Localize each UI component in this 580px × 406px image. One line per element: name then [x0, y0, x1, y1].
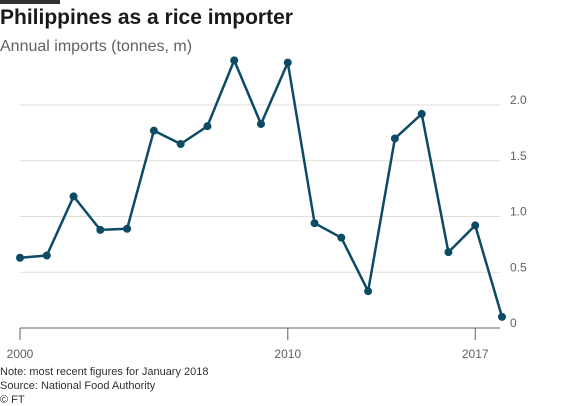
data-point: [123, 224, 132, 233]
y-tick-label: 2.0: [510, 93, 527, 107]
data-point: [337, 233, 346, 242]
data-point: [471, 221, 480, 230]
imports-line: [19, 59, 504, 318]
source: Source: National Food Authority: [0, 380, 156, 392]
data-point: [230, 56, 239, 65]
y-tick-label: 1.0: [510, 205, 527, 219]
y-tick-label: 1.5: [510, 149, 527, 163]
data-point: [364, 287, 373, 296]
data-point: [149, 126, 158, 135]
data-point: [310, 219, 319, 228]
data-point: [42, 251, 51, 260]
data-point: [16, 253, 24, 262]
y-tick-label: 0.5: [510, 260, 527, 274]
y-tick-label: 0: [510, 316, 517, 330]
data-point: [283, 58, 292, 67]
data-point: [257, 119, 265, 128]
data-point: [498, 312, 506, 321]
data-point: [444, 248, 453, 257]
gridlines: [20, 104, 500, 329]
data-point: [96, 225, 105, 234]
copyright: © FT: [0, 394, 25, 406]
data-points: [16, 56, 506, 321]
x-tick-label: 2010: [274, 347, 301, 361]
x-axis: 2000 2010 2017: [7, 328, 489, 361]
y-axis: 0 0.5 1.0 1.5 2.0: [510, 93, 527, 330]
x-tick-label: 2017: [462, 347, 489, 361]
chart-title: Philippines as a rice importer: [0, 6, 293, 29]
data-point: [390, 134, 399, 143]
chart-subtitle: Annual imports (tonnes, m): [0, 38, 193, 55]
data-point: [176, 140, 185, 149]
note: Note: most recent figures for January 20…: [0, 366, 209, 378]
x-tick-label: 2000: [7, 347, 34, 361]
data-point: [69, 192, 78, 201]
data-point: [417, 109, 426, 118]
data-point: [203, 122, 212, 131]
top-rule: [0, 0, 60, 4]
